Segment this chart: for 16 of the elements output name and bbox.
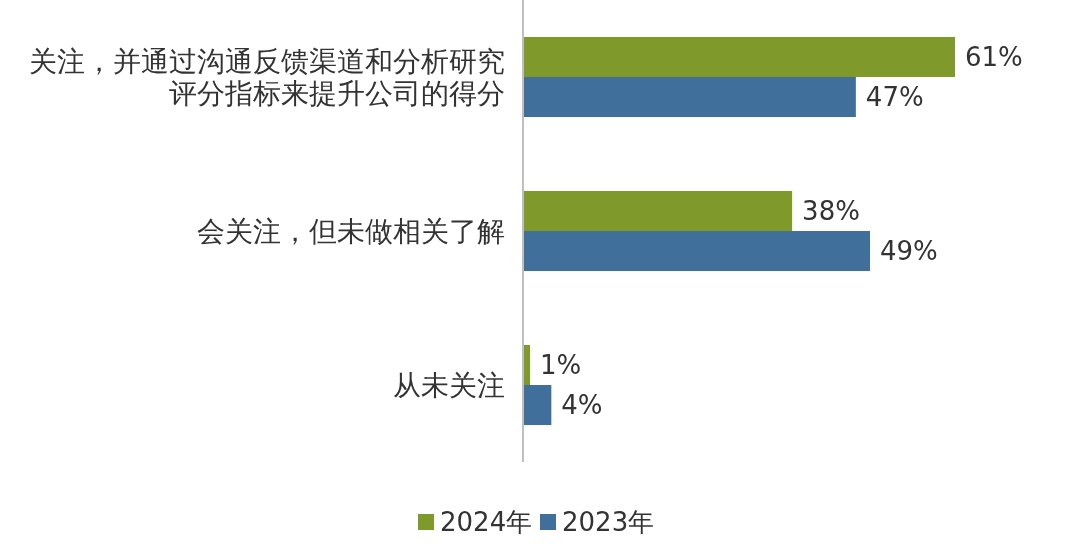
- bar: [523, 36, 955, 77]
- bar: [523, 385, 552, 426]
- y-tick-label: 关注，并通过沟通反馈渠道和分析研究评分指标来提升公司的得分: [29, 44, 505, 110]
- data-label: 4%: [561, 390, 603, 421]
- data-label: 49%: [880, 236, 938, 267]
- bar: [523, 231, 871, 272]
- data-label: 38%: [802, 195, 860, 226]
- y-tick-label: 会关注，但未做相关了解: [197, 214, 505, 248]
- data-label: 1%: [540, 349, 582, 380]
- legend-label: 2024年: [440, 507, 533, 537]
- bar: [523, 190, 793, 231]
- data-label: 47%: [865, 82, 924, 113]
- data-label: 61%: [965, 41, 1023, 72]
- legend-label: 2023年: [562, 507, 655, 537]
- bar: [523, 77, 856, 118]
- y-tick-label: 从未关注: [393, 368, 505, 402]
